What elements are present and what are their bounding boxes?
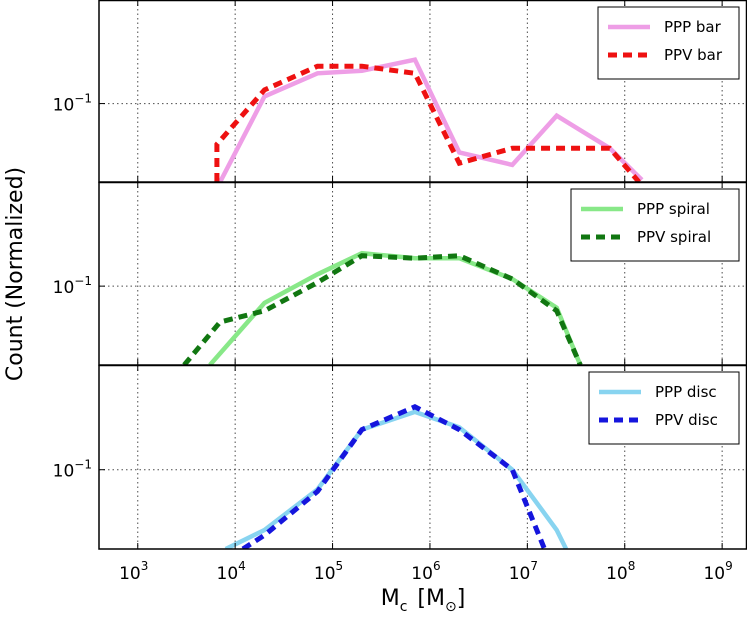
tick-labels: 10−1 10−1 10−1 103 104 105 106 107 108 109 (53, 92, 733, 584)
series-line-ppp-spiral (208, 250, 583, 365)
legend-label: PPP bar (664, 18, 722, 36)
legend-box (597, 6, 740, 80)
y-tick-label: 10−1 (53, 458, 92, 482)
plot-frames (98, 0, 747, 550)
x-tick-label: 106 (411, 559, 440, 584)
x-tick-label: 108 (606, 559, 635, 584)
x-tick-label: 105 (314, 559, 343, 584)
y-tick-label: 10−1 (53, 274, 92, 298)
legend-label: PPV bar (664, 46, 723, 64)
series-line-ppv-spiral (182, 253, 583, 365)
legend-panel-1: PPP bar PPV bar (597, 6, 740, 80)
legend-label: PPP disc (655, 383, 717, 401)
legend-box (570, 188, 740, 262)
x-tick-label: 109 (703, 559, 732, 584)
series-layer (182, 57, 644, 549)
y-axis-label: Count (Normalized) (3, 167, 28, 381)
legend-label: PPP spiral (637, 200, 710, 218)
legend-box (588, 371, 740, 445)
panel-3-series (224, 404, 569, 549)
x-tick-label: 103 (119, 559, 148, 584)
grid (99, 0, 747, 549)
legend-panel-3: PPP disc PPV disc (588, 371, 740, 445)
series-line-ppv-disc (241, 404, 547, 549)
legend-panel-2: PPP spiral PPV spiral (570, 188, 740, 262)
x-tick-label: 104 (217, 559, 246, 584)
x-tick-label: 107 (509, 559, 538, 584)
legends: PPP bar PPV bar PPP spiral PPV spiral PPP di… (570, 6, 740, 445)
series-line-ppv-bar (214, 63, 641, 182)
panel-2-series (182, 250, 583, 365)
series-line-ppp-bar (217, 57, 644, 182)
y-tick-label: 10−1 (53, 92, 92, 116)
legend-label: PPV spiral (637, 228, 711, 246)
series-line-ppp-disc (224, 409, 569, 549)
x-axis-label: Mc [M⊙] (381, 586, 466, 615)
legend-label: PPV disc (655, 411, 718, 429)
panel-1-series (214, 57, 644, 182)
